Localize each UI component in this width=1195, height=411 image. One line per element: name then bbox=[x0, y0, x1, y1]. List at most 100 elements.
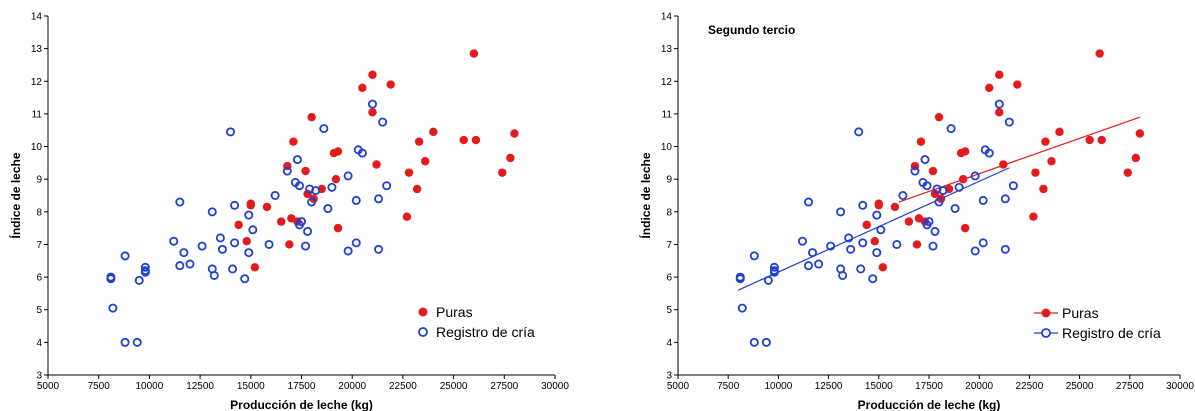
data-point bbox=[1131, 153, 1141, 163]
data-point bbox=[946, 124, 956, 134]
y-tick-label: 14 bbox=[661, 12, 673, 23]
legend-label: Registro de cría bbox=[436, 324, 535, 340]
data-point bbox=[1085, 135, 1094, 145]
data-point bbox=[922, 220, 932, 230]
x-tick-label: 25000 bbox=[1066, 381, 1094, 392]
y-axis-label: Índice de leche bbox=[8, 152, 23, 238]
x-tick-label: 7500 bbox=[88, 381, 111, 392]
y-tick-label: 13 bbox=[661, 44, 673, 55]
data-point bbox=[469, 49, 479, 58]
x-tick-label: 17500 bbox=[288, 381, 316, 392]
series-puras bbox=[234, 49, 519, 272]
data-point bbox=[735, 274, 745, 284]
x-tick-label: 30000 bbox=[1166, 381, 1194, 392]
legend-marker bbox=[1041, 308, 1051, 318]
legend-marker bbox=[418, 307, 428, 317]
data-point bbox=[958, 174, 968, 184]
data-point bbox=[872, 248, 882, 258]
y-tick-label: 11 bbox=[662, 109, 673, 120]
data-point bbox=[209, 270, 219, 280]
data-point bbox=[938, 186, 948, 196]
data-point bbox=[368, 108, 377, 117]
data-point bbox=[319, 124, 329, 134]
y-tick-label: 10 bbox=[31, 142, 43, 153]
data-point bbox=[1013, 80, 1022, 89]
data-point bbox=[1029, 212, 1038, 221]
data-point bbox=[928, 166, 938, 176]
data-point bbox=[999, 160, 1008, 169]
data-point bbox=[378, 117, 388, 127]
y-tick-label: 7 bbox=[666, 240, 672, 251]
chart-panel-1: 3 4 5 6 7 8 9 10 11 12 13 14 5000 7500 10000 12500 15000… bbox=[8, 12, 569, 411]
data-point bbox=[357, 148, 367, 158]
data-point bbox=[285, 240, 294, 249]
data-point bbox=[343, 171, 353, 181]
data-point bbox=[386, 80, 395, 89]
data-point bbox=[412, 184, 422, 194]
data-point bbox=[185, 259, 195, 269]
data-point bbox=[874, 201, 883, 210]
data-point bbox=[797, 236, 807, 246]
data-point bbox=[995, 70, 1004, 79]
legend: Puras Registro de cría bbox=[418, 304, 535, 340]
data-point bbox=[910, 166, 920, 176]
data-point bbox=[1095, 49, 1104, 58]
data-point bbox=[270, 190, 280, 200]
data-point bbox=[289, 137, 298, 146]
x-tick-label: 20000 bbox=[338, 381, 366, 392]
x-tick-label: 30000 bbox=[541, 381, 569, 392]
data-point bbox=[368, 70, 377, 79]
data-point bbox=[868, 274, 878, 284]
x-axis-label: Producción de leche (kg) bbox=[858, 398, 1001, 411]
y-tick-label: 13 bbox=[31, 44, 43, 55]
data-point bbox=[374, 244, 384, 254]
data-point bbox=[367, 99, 377, 109]
data-point bbox=[240, 274, 250, 284]
data-point bbox=[934, 112, 944, 122]
x-tick-label: 22500 bbox=[389, 381, 417, 392]
data-point bbox=[175, 197, 185, 207]
data-point bbox=[970, 246, 980, 256]
data-point bbox=[1135, 129, 1145, 138]
data-point bbox=[854, 127, 864, 137]
data-point bbox=[459, 135, 468, 145]
data-point bbox=[978, 195, 988, 205]
y-tick-label: 9 bbox=[666, 175, 672, 186]
data-point bbox=[262, 202, 272, 212]
data-point bbox=[1039, 184, 1048, 194]
series-registro-de-cria bbox=[106, 99, 392, 347]
data-point bbox=[217, 244, 227, 254]
legend-label: Puras bbox=[436, 304, 473, 320]
legend-marker bbox=[418, 327, 428, 337]
data-point bbox=[858, 200, 868, 210]
data-point bbox=[506, 153, 515, 163]
x-tick-label: 10000 bbox=[135, 381, 163, 392]
data-point bbox=[1031, 168, 1040, 177]
data-point bbox=[878, 263, 888, 272]
data-point bbox=[838, 270, 848, 280]
data-point bbox=[140, 262, 150, 272]
y-tick-label: 9 bbox=[36, 175, 42, 186]
data-point bbox=[106, 274, 116, 284]
y-tick-label: 3 bbox=[36, 371, 42, 382]
data-point bbox=[870, 236, 879, 246]
x-tick-label: 12500 bbox=[186, 381, 214, 392]
data-point bbox=[892, 239, 902, 249]
data-point bbox=[301, 166, 310, 176]
y-tick-label: 10 bbox=[661, 142, 673, 153]
data-point bbox=[197, 241, 207, 251]
y-tick-label: 8 bbox=[666, 207, 672, 218]
series-registro-de-cria bbox=[735, 99, 1018, 347]
data-point bbox=[402, 212, 412, 221]
data-point bbox=[804, 197, 814, 207]
data-point bbox=[1000, 194, 1010, 204]
data-point bbox=[749, 251, 759, 261]
y-tick-label: 12 bbox=[31, 77, 43, 88]
x-tick-label: 27500 bbox=[490, 381, 518, 392]
data-point bbox=[1047, 157, 1056, 166]
data-point bbox=[930, 226, 940, 236]
y-tick-label: 6 bbox=[36, 273, 42, 284]
data-point bbox=[1041, 137, 1050, 146]
data-point bbox=[769, 267, 779, 277]
data-point bbox=[294, 181, 304, 191]
